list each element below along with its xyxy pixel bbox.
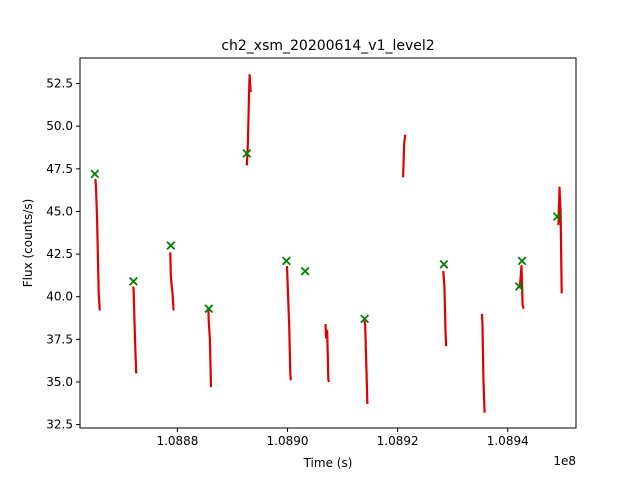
flux-segment-line bbox=[169, 252, 175, 311]
peak-marker bbox=[204, 304, 214, 314]
x-axis: 1.0888 1.0890 1.0892 1.0894 bbox=[156, 428, 529, 448]
chart-title: ch2_xsm_20200614_v1_level2 bbox=[221, 38, 434, 54]
x-axis-label: Time (s) bbox=[303, 456, 353, 470]
x-tick-label: 1.0894 bbox=[487, 434, 529, 448]
y-tick-label: 40.0 bbox=[46, 290, 73, 304]
flux-segment-line bbox=[442, 271, 448, 347]
peak-marker bbox=[128, 276, 138, 286]
y-tick-label: 47.5 bbox=[46, 162, 73, 176]
flux-segment-line bbox=[363, 320, 369, 405]
y-axis-label: Flux (counts/s) bbox=[21, 199, 35, 288]
flux-segment-line bbox=[324, 323, 330, 383]
peak-marker bbox=[242, 149, 252, 158]
peak-marker bbox=[360, 314, 370, 324]
peak-marker bbox=[517, 256, 527, 266]
y-tick-label: 32.5 bbox=[46, 418, 73, 432]
flux-segment-line bbox=[94, 179, 101, 311]
y-axis: 32.5 35.0 37.5 40.0 42.5 45.0 47.5 50.0 52.5 bbox=[46, 77, 80, 432]
flux-segment-line bbox=[557, 186, 563, 294]
peak-marker bbox=[514, 282, 524, 291]
plot-frame bbox=[79, 57, 577, 429]
series-layer bbox=[94, 73, 563, 413]
peak-marker bbox=[166, 241, 176, 250]
x-tick-label: 1.0890 bbox=[267, 434, 309, 448]
y-tick-label: 50.0 bbox=[46, 119, 73, 133]
y-tick-label: 35.0 bbox=[46, 375, 73, 389]
flux-segment-line bbox=[480, 313, 486, 413]
x-tick-label: 1.0892 bbox=[377, 434, 419, 448]
flux-segment-line bbox=[402, 134, 407, 178]
y-tick-label: 37.5 bbox=[46, 332, 73, 346]
y-tick-label: 45.0 bbox=[46, 204, 73, 218]
y-tick-label: 52.5 bbox=[46, 77, 73, 91]
x-tick-label: 1.0888 bbox=[156, 434, 198, 448]
y-tick-label: 42.5 bbox=[46, 247, 73, 261]
flux-segment-line bbox=[245, 73, 252, 166]
peak-marker bbox=[300, 266, 310, 276]
flux-segment-line bbox=[207, 308, 213, 388]
peak-marker bbox=[439, 259, 449, 269]
peak-marker bbox=[282, 256, 291, 266]
marker-layer bbox=[90, 149, 562, 324]
flux-segment-line bbox=[518, 264, 525, 309]
flux-segment-line bbox=[285, 265, 292, 381]
x-offset-label: 1e8 bbox=[553, 454, 576, 468]
peak-marker bbox=[90, 169, 100, 179]
flux-segment-line bbox=[132, 286, 138, 374]
peak-marker bbox=[552, 212, 562, 222]
